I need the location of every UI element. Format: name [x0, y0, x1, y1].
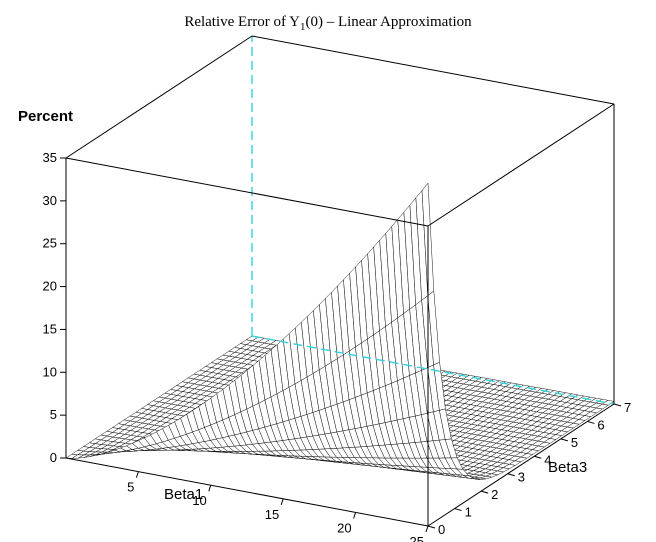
z-tick-label: 35 — [43, 150, 57, 165]
x-tick-mark — [425, 525, 429, 533]
surface-mesh — [65, 182, 615, 480]
y-tick-label: 1 — [465, 505, 472, 520]
y-tick-label: 7 — [624, 400, 631, 415]
y-tick-mark — [613, 403, 622, 407]
chart-title: Relative Error of Y1(0) – Linear Approxi… — [184, 14, 472, 33]
x-tick-label: 15 — [265, 507, 279, 522]
y-tick-mark — [560, 438, 568, 442]
z-tick-label: 5 — [50, 407, 57, 422]
z-tick-label: 0 — [50, 450, 57, 465]
y-tick-mark — [587, 420, 595, 424]
y-tick-label: 2 — [491, 487, 498, 502]
z-tick-label: 15 — [43, 321, 57, 336]
y-tick-label: 6 — [597, 417, 604, 432]
y-axis-title: Beta3 — [548, 459, 587, 476]
y-tick-mark — [427, 525, 436, 529]
box-edge — [65, 457, 429, 527]
y-tick-mark — [454, 508, 462, 512]
y-tick-mark — [507, 473, 515, 477]
y-tick-label: 0 — [438, 522, 445, 537]
y-tick-label: 3 — [518, 470, 525, 485]
x-tick-mark — [353, 512, 357, 519]
y-tick-mark — [481, 490, 489, 494]
z-tick-label: 25 — [43, 236, 57, 251]
box-edge — [427, 103, 615, 227]
box-edge — [65, 157, 429, 227]
x-axis-title: Beta1 — [164, 486, 203, 503]
x-tick-mark — [135, 471, 139, 478]
y-tick-label: 5 — [571, 435, 578, 450]
z-tick-label: 20 — [43, 279, 57, 294]
z-axis-title: Percent — [18, 108, 73, 125]
x-tick-mark — [280, 498, 284, 505]
box-edge — [427, 403, 615, 527]
z-tick-label: 10 — [43, 364, 57, 379]
y-tick-label: 4 — [544, 452, 551, 467]
x-tick-label: 10 — [192, 493, 206, 508]
x-tick-label: 25 — [410, 534, 424, 542]
box-edge — [65, 35, 253, 159]
box-edge — [251, 35, 615, 105]
x-tick-mark — [208, 485, 212, 492]
z-tick-label: 30 — [43, 193, 57, 208]
axis-ticks: 0 5 10 15 20 25 30 35 5 10 15 20 25 0 1 2 3 4 5 6 7 — [43, 150, 632, 542]
bounding-box — [65, 35, 615, 527]
box-edge-hidden — [251, 335, 615, 405]
x-tick-label: 20 — [337, 520, 351, 535]
x-tick-label: 5 — [127, 480, 134, 495]
y-tick-mark — [534, 455, 542, 459]
